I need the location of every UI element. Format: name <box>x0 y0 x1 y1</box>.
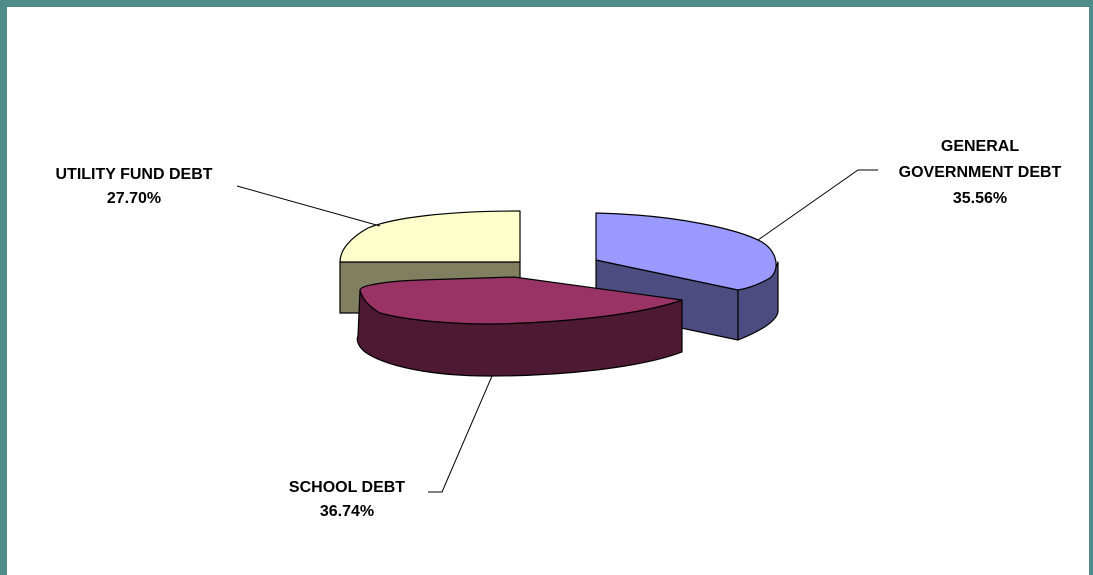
label-school-debt-value: 36.74% <box>320 503 374 520</box>
label-school-debt-name: SCHOOL DEBT <box>289 479 405 496</box>
leader-line-school-debt <box>428 375 493 493</box>
label-general-government-debt: GENERAL GOVERNMENT DEBT 35.56% <box>899 138 1062 207</box>
slice-school-debt <box>356 276 683 377</box>
leader-line-utility-fund-debt <box>236 185 381 227</box>
label-utility-fund-debt-name: UTILITY FUND DEBT <box>55 166 212 183</box>
label-school-debt: SCHOOL DEBT 36.74% <box>289 479 405 520</box>
slice-utility-fund-debt-top <box>339 210 521 263</box>
label-utility-fund-debt-value: 27.70% <box>107 190 161 207</box>
label-general-government-debt-name-line1: GENERAL <box>941 138 1019 155</box>
slice-school-debt-top <box>359 276 683 325</box>
slice-general-government-debt-top <box>595 212 777 291</box>
leader-line-general-government-debt <box>757 169 878 241</box>
label-general-government-debt-name-line2: GOVERNMENT DEBT <box>899 164 1062 181</box>
label-general-government-debt-value: 35.56% <box>953 190 1007 207</box>
label-utility-fund-debt: UTILITY FUND DEBT 27.70% <box>55 166 212 207</box>
